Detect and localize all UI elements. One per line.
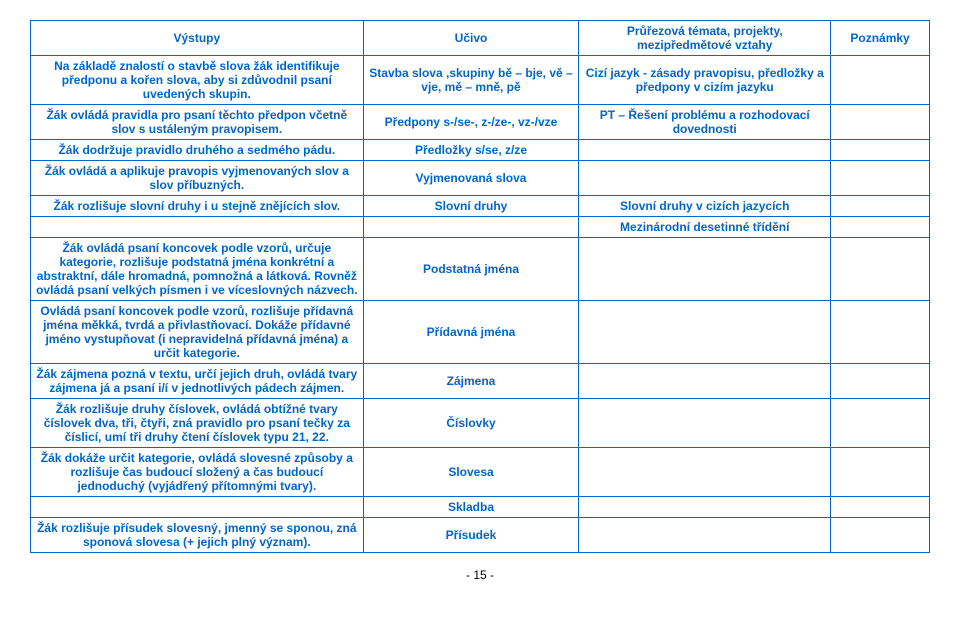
table-cell: Číslovky [363, 399, 579, 448]
table-row: Žák rozlišuje přísudek slovesný, jmenný … [31, 518, 930, 553]
table-cell: Žák zájmena pozná v textu, určí jejich d… [31, 364, 364, 399]
table-cell [831, 399, 930, 448]
table-cell [831, 140, 930, 161]
table-cell: Žák ovládá a aplikuje pravopis vyjmenova… [31, 161, 364, 196]
table-cell: Předpony s-/se-, z-/ze-, vz-/vze [363, 105, 579, 140]
table-cell: Žák ovládá pravidla pro psaní těchto pře… [31, 105, 364, 140]
table-cell [831, 161, 930, 196]
table-cell: Mezinárodní desetinné třídění [579, 217, 831, 238]
table-cell [579, 497, 831, 518]
table-cell [579, 238, 831, 301]
table-cell [31, 497, 364, 518]
table-row: Žák zájmena pozná v textu, určí jejich d… [31, 364, 930, 399]
table-cell [579, 301, 831, 364]
header-poznamky: Poznámky [831, 21, 930, 56]
table-cell [579, 140, 831, 161]
table-cell: Žák rozlišuje slovní druhy i u stejně zn… [31, 196, 364, 217]
table-row: Žák rozlišuje slovní druhy i u stejně zn… [31, 196, 930, 217]
table-cell: Slovní druhy v cizích jazycích [579, 196, 831, 217]
header-prurezova: Průřezová témata, projekty, mezipředměto… [579, 21, 831, 56]
table-cell [579, 161, 831, 196]
table-cell [579, 448, 831, 497]
table-cell [579, 399, 831, 448]
table-cell: Slovní druhy [363, 196, 579, 217]
table-cell: Ovládá psaní koncovek podle vzorů, rozli… [31, 301, 364, 364]
table-cell: Žák ovládá psaní koncovek podle vzorů, u… [31, 238, 364, 301]
table-cell [831, 301, 930, 364]
table-cell: Žák dokáže určit kategorie, ovládá slove… [31, 448, 364, 497]
table-row: Žák dodržuje pravidlo druhého a sedmého … [31, 140, 930, 161]
table-row: Žák dokáže určit kategorie, ovládá slove… [31, 448, 930, 497]
table-cell [831, 448, 930, 497]
table-cell [579, 364, 831, 399]
table-row: Žák ovládá pravidla pro psaní těchto pře… [31, 105, 930, 140]
table-cell: Cizí jazyk - zásady pravopisu, předložky… [579, 56, 831, 105]
table-cell [831, 518, 930, 553]
table-cell [831, 497, 930, 518]
table-cell: Předložky s/se, z/ze [363, 140, 579, 161]
table-cell [831, 105, 930, 140]
table-row: Mezinárodní desetinné třídění [31, 217, 930, 238]
table-row: Žák ovládá a aplikuje pravopis vyjmenova… [31, 161, 930, 196]
table-cell [831, 238, 930, 301]
table-cell: PT – Řešení problému a rozhodovací doved… [579, 105, 831, 140]
table-cell: Skladba [363, 497, 579, 518]
table-cell: Vyjmenovaná slova [363, 161, 579, 196]
table-row: Skladba [31, 497, 930, 518]
table-cell: Žák rozlišuje přísudek slovesný, jmenný … [31, 518, 364, 553]
page-number: - 15 - [30, 568, 930, 582]
table-cell [363, 217, 579, 238]
table-cell: Zájmena [363, 364, 579, 399]
table-cell [831, 196, 930, 217]
table-cell [31, 217, 364, 238]
table-cell: Podstatná jména [363, 238, 579, 301]
table-cell [831, 56, 930, 105]
table-cell: Slovesa [363, 448, 579, 497]
table-row: Na základě znalostí o stavbě slova žák i… [31, 56, 930, 105]
table-row: Žák rozlišuje druhy číslovek, ovládá obt… [31, 399, 930, 448]
table-cell: Na základě znalostí o stavbě slova žák i… [31, 56, 364, 105]
table-cell: Žák rozlišuje druhy číslovek, ovládá obt… [31, 399, 364, 448]
table-cell [831, 364, 930, 399]
table-header-row: Výstupy Učivo Průřezová témata, projekty… [31, 21, 930, 56]
table-cell: Stavba slova ,skupiny bě – bje, vě – vje… [363, 56, 579, 105]
table-cell: Přídavná jména [363, 301, 579, 364]
table-body: Na základě znalostí o stavbě slova žák i… [31, 56, 930, 553]
table-row: Ovládá psaní koncovek podle vzorů, rozli… [31, 301, 930, 364]
table-cell [831, 217, 930, 238]
header-vystupy: Výstupy [31, 21, 364, 56]
table-row: Žák ovládá psaní koncovek podle vzorů, u… [31, 238, 930, 301]
header-ucivo: Učivo [363, 21, 579, 56]
table-cell [579, 518, 831, 553]
curriculum-table: Výstupy Učivo Průřezová témata, projekty… [30, 20, 930, 553]
table-cell: Přísudek [363, 518, 579, 553]
table-cell: Žák dodržuje pravidlo druhého a sedmého … [31, 140, 364, 161]
